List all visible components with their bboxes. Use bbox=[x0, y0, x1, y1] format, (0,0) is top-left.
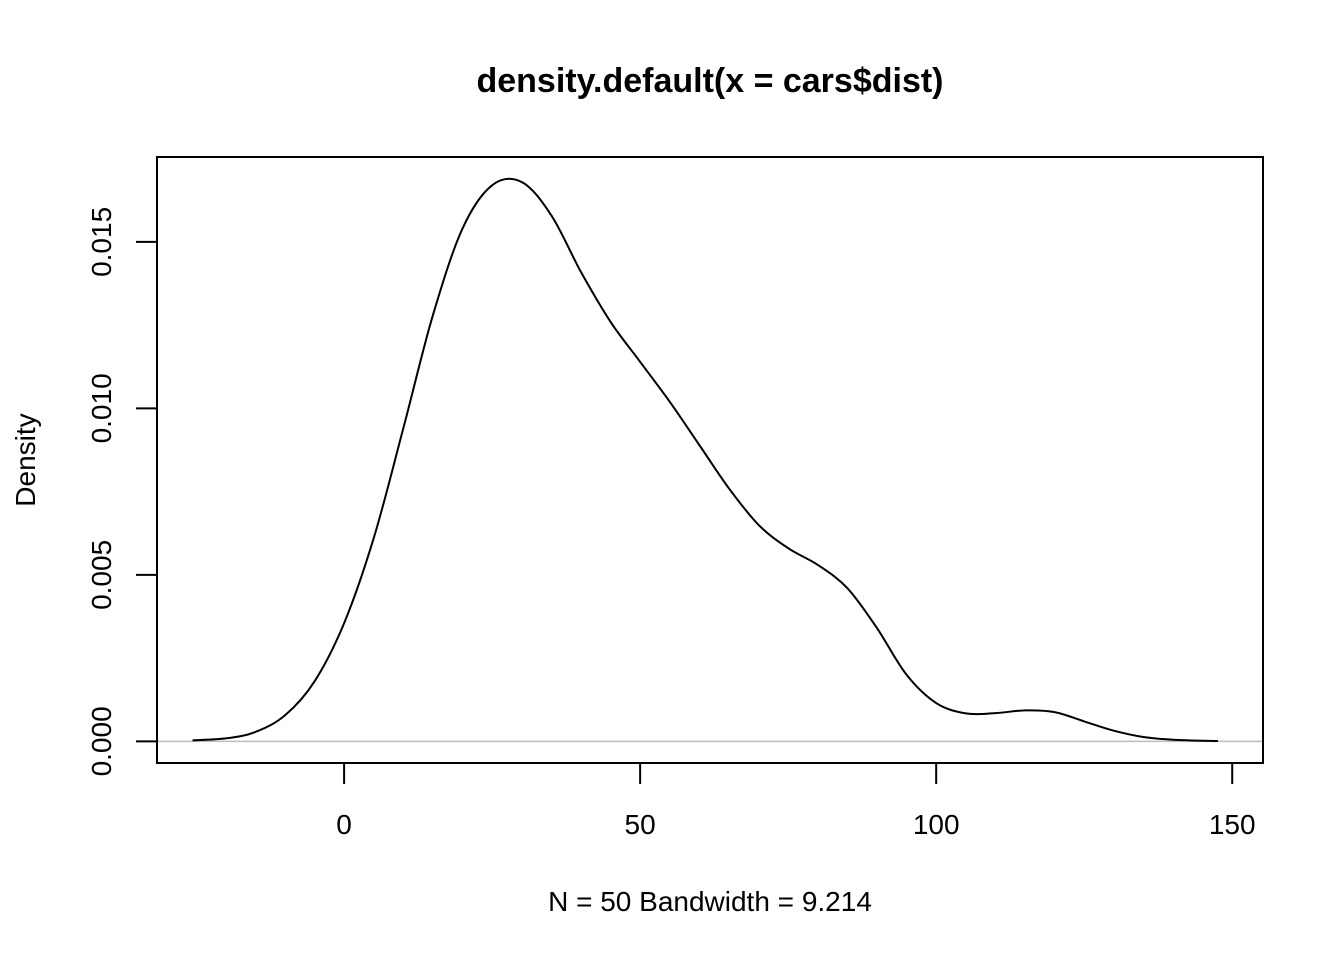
y-tick-label: 0.000 bbox=[86, 706, 117, 776]
density-curve bbox=[192, 177, 1219, 742]
y-tick-label: 0.015 bbox=[86, 207, 117, 277]
y-axis: 0.000 0.005 0.010 0.015 bbox=[86, 207, 158, 776]
x-tick-label: 150 bbox=[1209, 809, 1256, 840]
y-axis-label: Density bbox=[10, 413, 41, 506]
y-tick-label: 0.010 bbox=[86, 373, 117, 443]
x-tick-label: 0 bbox=[336, 809, 352, 840]
x-axis-label: N = 50 Bandwidth = 9.214 bbox=[548, 886, 872, 917]
x-tick-label: 50 bbox=[625, 809, 656, 840]
chart-title: density.default(x = cars$dist) bbox=[476, 62, 943, 100]
x-tick-label: 100 bbox=[913, 809, 960, 840]
x-axis: 0 50 100 150 bbox=[336, 762, 1256, 840]
y-tick-label: 0.005 bbox=[86, 540, 117, 610]
